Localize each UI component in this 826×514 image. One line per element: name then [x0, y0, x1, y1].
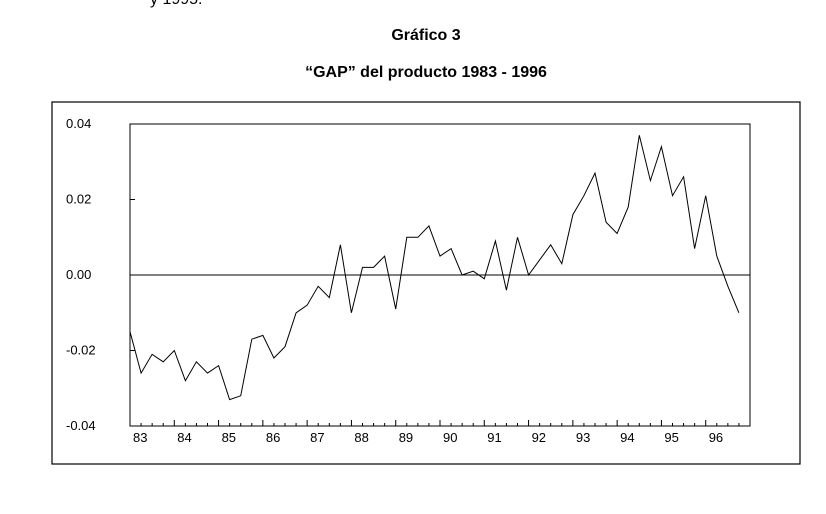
- top-text-fragment: y 1995.: [150, 0, 202, 9]
- x-tick-label: 84: [177, 430, 191, 445]
- x-tick-label: 96: [709, 430, 723, 445]
- x-tick-label: 90: [443, 430, 457, 445]
- series-line-gap: [129, 135, 740, 401]
- x-axis: 83 84 85 86 87 88 89 90 91 92 93 94 95 96: [129, 420, 751, 445]
- x-tick-label: 89: [399, 430, 413, 445]
- x-tick-label: 94: [620, 430, 634, 445]
- chart-title: Gráfico 3: [391, 27, 461, 44]
- x-tick-label: 85: [222, 430, 236, 445]
- y-tick-label: 0.00: [66, 267, 91, 282]
- y-tick-label: -0.04: [66, 418, 96, 433]
- y-tick-label: 0.02: [66, 192, 91, 207]
- y-axis: 0.04 0.02 0.00 -0.02 -0.04: [66, 116, 135, 433]
- x-tick-label: 92: [532, 430, 546, 445]
- y-tick-label: 0.04: [66, 116, 91, 131]
- x-tick-label: 95: [664, 430, 678, 445]
- x-tick-label: 86: [266, 430, 280, 445]
- x-tick-label: 83: [133, 430, 147, 445]
- x-tick-label: 93: [576, 430, 590, 445]
- chart-frame: [51, 101, 801, 465]
- y-tick-label: -0.02: [66, 343, 96, 358]
- x-tick-label: 91: [487, 430, 501, 445]
- chart-subtitle: “GAP” del producto 1983 - 1996: [305, 64, 547, 81]
- x-tick-label: 87: [310, 430, 324, 445]
- x-tick-label: 88: [354, 430, 368, 445]
